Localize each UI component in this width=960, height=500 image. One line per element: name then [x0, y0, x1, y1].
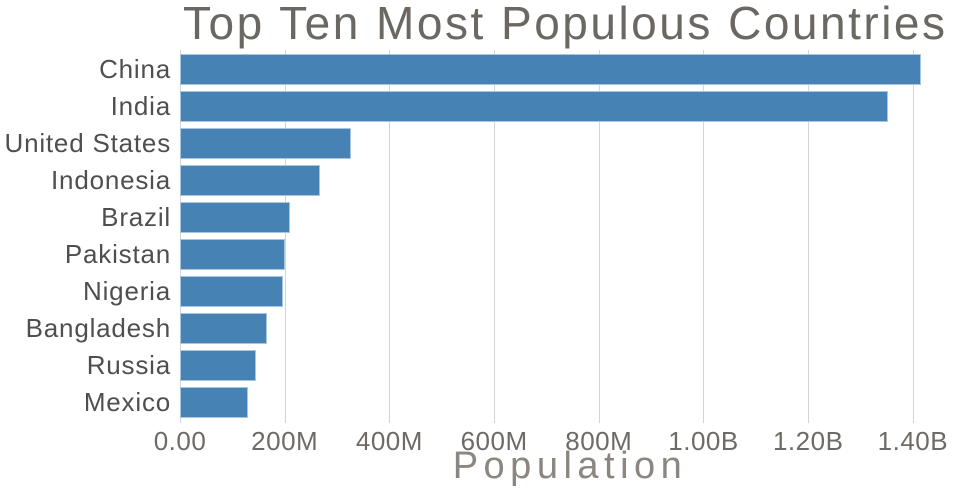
y-axis-tick-label: China [99, 54, 171, 84]
gridline [912, 50, 914, 423]
y-axis-tick-label: India [110, 91, 171, 121]
x-axis-tick-label: 1.00B [668, 426, 739, 456]
population-bar [180, 165, 320, 196]
population-bar [180, 91, 889, 122]
y-axis-tick-label: Russia [86, 350, 171, 380]
x-axis-tick-label: 400M [355, 426, 423, 456]
population-bar [180, 350, 256, 381]
y-axis-tick-label: Indonesia [51, 165, 171, 195]
gridline [494, 50, 496, 423]
y-axis-tick-label: Mexico [83, 387, 171, 417]
population-bar [180, 313, 267, 344]
x-axis-tick-label: 800M [565, 426, 633, 456]
gridline [808, 50, 810, 423]
y-axis-tick-label: Nigeria [83, 276, 171, 306]
population-bar [180, 276, 283, 307]
population-bar [180, 202, 291, 233]
x-axis-tick-label: 0.00 [153, 426, 207, 456]
population-bar [180, 54, 921, 85]
chart-title: Top Ten Most Populous Countries [183, 0, 948, 49]
y-axis-tick-label: Brazil [101, 202, 171, 232]
y-axis-tick-label: Pakistan [64, 239, 171, 269]
y-axis-tick-label: Bangladesh [25, 313, 171, 343]
y-axis-labels: China India United States Indonesia Brazil Pa… [0, 50, 171, 420]
y-axis-tick-label: United States [4, 128, 171, 158]
population-bar [180, 239, 286, 270]
gridline [598, 50, 600, 423]
population-bar [180, 128, 352, 159]
plot-area: 0.00 200M 400M 600M 800M 1.00B 1.20B 1.40B [154, 50, 960, 456]
x-axis-title: Population [452, 445, 688, 487]
gridline [180, 50, 181, 423]
x-axis-tick-label: 200M [251, 426, 319, 456]
x-axis-tick-label: 1.40B [877, 426, 949, 456]
x-axis-tick-label: 1.20B [772, 426, 844, 456]
population-bar [180, 387, 249, 418]
gridline [284, 50, 286, 423]
gridline [389, 50, 391, 423]
x-axis-tick-label: 600M [460, 426, 528, 456]
gridline [703, 50, 705, 423]
